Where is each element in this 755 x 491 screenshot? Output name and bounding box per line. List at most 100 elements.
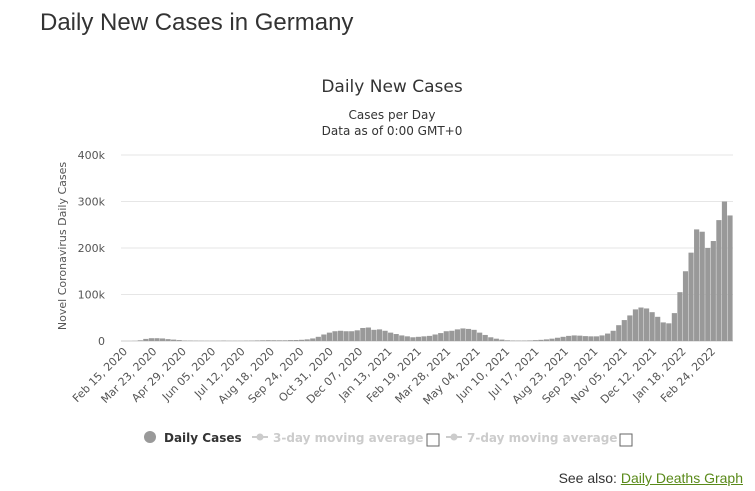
bar xyxy=(404,336,410,341)
page-title: Daily New Cases in Germany xyxy=(40,9,354,36)
bar xyxy=(460,328,466,341)
legend-label-daily-cases: Daily Cases xyxy=(164,431,242,445)
bar xyxy=(710,241,716,341)
bar xyxy=(393,334,399,341)
bar xyxy=(610,330,616,341)
bar xyxy=(159,338,166,341)
bar xyxy=(304,339,310,341)
see-also: See also: Daily Deaths Graph xyxy=(559,470,743,486)
bar xyxy=(699,231,705,341)
bar xyxy=(560,336,566,341)
bar xyxy=(671,313,677,341)
daily-deaths-graph-link[interactable]: Daily Deaths Graph xyxy=(620,470,743,486)
bar xyxy=(337,330,344,341)
legend-label-3-day-average: 3-day moving average xyxy=(273,431,423,445)
bar xyxy=(566,335,572,341)
bar xyxy=(271,340,277,341)
bar xyxy=(137,340,143,341)
legend-marker-3-day-dot xyxy=(256,433,264,441)
bar xyxy=(621,320,627,341)
bar xyxy=(716,220,722,341)
bar xyxy=(721,201,728,341)
bar xyxy=(660,322,666,341)
bar xyxy=(499,339,505,341)
bars xyxy=(132,201,733,341)
bar xyxy=(632,309,639,341)
bar xyxy=(410,337,416,341)
checkbox-3-day-average[interactable] xyxy=(426,433,440,447)
bar xyxy=(427,335,433,341)
bar xyxy=(643,308,650,341)
bar xyxy=(376,329,383,341)
bar xyxy=(638,307,644,341)
chart-subtitle-2: Data as of 0:00 GMT+0 xyxy=(322,124,463,138)
bar xyxy=(293,340,299,341)
checkbox-7-day-average[interactable] xyxy=(619,433,633,447)
legend-label-7-day-average: 7-day moving average xyxy=(467,431,617,445)
bar xyxy=(682,271,689,341)
bar xyxy=(543,339,549,341)
bar xyxy=(265,340,271,341)
bar xyxy=(310,338,316,341)
legend-item-7-day-average[interactable]: 7-day moving average xyxy=(446,431,617,445)
bar xyxy=(360,327,366,341)
bar xyxy=(482,334,488,341)
bar xyxy=(154,338,160,341)
bar xyxy=(688,252,694,341)
bar xyxy=(143,338,149,341)
bar xyxy=(388,332,394,341)
bar xyxy=(176,340,182,341)
bar xyxy=(165,339,171,341)
see-also-label: See also: xyxy=(558,470,617,486)
bar xyxy=(477,332,483,341)
legend-item-daily-cases[interactable]: Daily Cases xyxy=(144,431,242,445)
bar xyxy=(276,340,282,341)
bar xyxy=(627,315,633,341)
y-ticks: 0 100k 200k 300k 400k xyxy=(78,149,106,348)
bar xyxy=(343,331,349,341)
bar xyxy=(677,292,683,341)
legend-marker-daily-cases xyxy=(144,431,156,443)
bar xyxy=(454,329,460,341)
legend-marker-7-day-dot xyxy=(450,433,458,441)
bar xyxy=(649,312,655,341)
bar xyxy=(694,229,700,341)
bar xyxy=(287,340,294,341)
bar xyxy=(493,338,499,341)
bar xyxy=(382,330,388,341)
legend-item-3-day-average[interactable]: 3-day moving average xyxy=(252,431,423,445)
y-tick-label: 200k xyxy=(78,242,106,255)
bar xyxy=(365,327,371,341)
legend: Daily Cases 3-day moving average 7-day m… xyxy=(144,431,633,447)
bar xyxy=(171,339,177,341)
bar xyxy=(321,334,327,341)
bar xyxy=(332,331,338,341)
y-tick-label: 300k xyxy=(78,196,106,209)
bar xyxy=(538,339,544,341)
bar xyxy=(705,248,711,341)
bar xyxy=(399,335,405,341)
y-axis-label: Novel Coronavirus Daily Cases xyxy=(56,162,69,330)
bar xyxy=(593,336,600,341)
bar xyxy=(371,329,377,341)
bar xyxy=(532,340,538,341)
bar xyxy=(655,316,661,341)
bar xyxy=(349,331,355,341)
bar xyxy=(415,336,422,341)
bar xyxy=(326,332,333,341)
bar xyxy=(254,340,260,341)
bar xyxy=(315,336,321,341)
y-tick-label: 0 xyxy=(98,335,105,348)
chart: Daily New Cases Cases per Day Data as of… xyxy=(56,77,733,447)
bar xyxy=(449,330,455,341)
bar xyxy=(282,340,288,341)
bar xyxy=(299,339,305,341)
bar xyxy=(354,330,360,341)
bar xyxy=(616,325,622,341)
bar xyxy=(549,338,555,341)
bar xyxy=(471,329,477,341)
bar xyxy=(260,340,266,341)
chart-subtitle-1: Cases per Day xyxy=(349,108,436,122)
bar xyxy=(554,337,561,341)
